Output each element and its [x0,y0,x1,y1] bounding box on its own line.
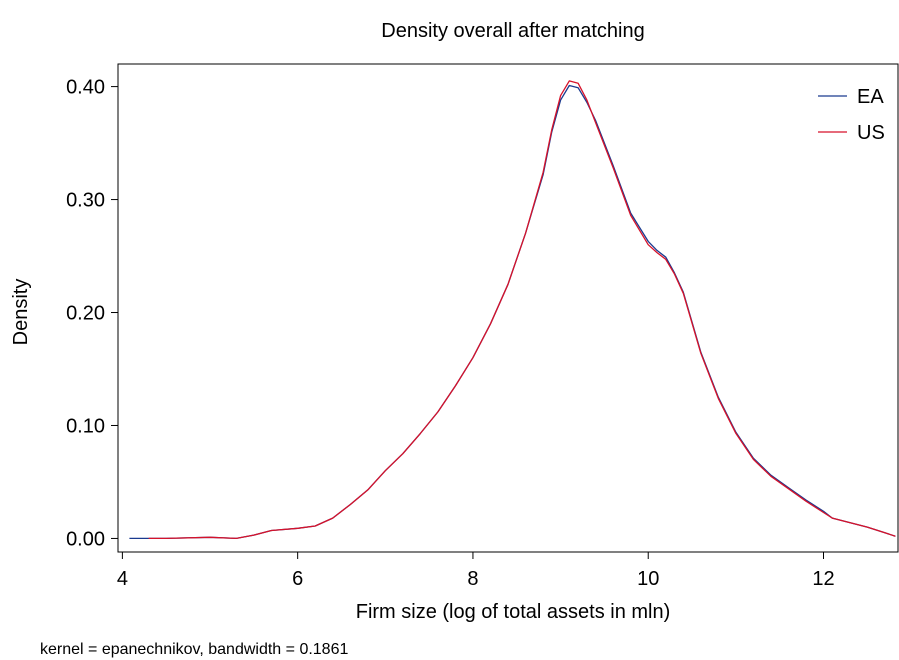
plot-frame [117,63,899,553]
y-tick-label: 0.10 [66,415,105,437]
y-tick-label: 0.20 [66,303,105,325]
x-tick-label: 10 [637,568,659,590]
y-tick-label: 0.30 [66,190,105,212]
y-axis-label: Density [10,279,32,346]
legend: EA US [818,86,885,144]
x-tick-label: 8 [467,568,478,590]
legend-label-us: US [857,122,885,144]
y-axis: 0.00 0.10 0.20 0.30 0.40 [66,77,118,550]
plot-area: 4 6 8 10 12 0.00 0.10 0.20 0.30 0.40 EA US [66,63,899,590]
chart-title: Density overall after matching [381,20,644,42]
x-tick-label: 12 [812,568,834,590]
legend-label-ea: EA [857,86,884,108]
y-tick-label: 0.00 [66,528,105,550]
x-axis: 4 6 8 10 12 [117,552,835,590]
series-line-us [148,80,896,540]
x-tick-label: 6 [292,568,303,590]
y-tick-label: 0.40 [66,77,105,99]
series-line-ea [129,84,896,540]
x-axis-label: Firm size (log of total assets in mln) [356,601,671,623]
kernel-note: kernel = epanechnikov, bandwidth = 0.186… [40,641,348,658]
x-tick-label: 4 [117,568,128,590]
series-layer [129,80,896,540]
